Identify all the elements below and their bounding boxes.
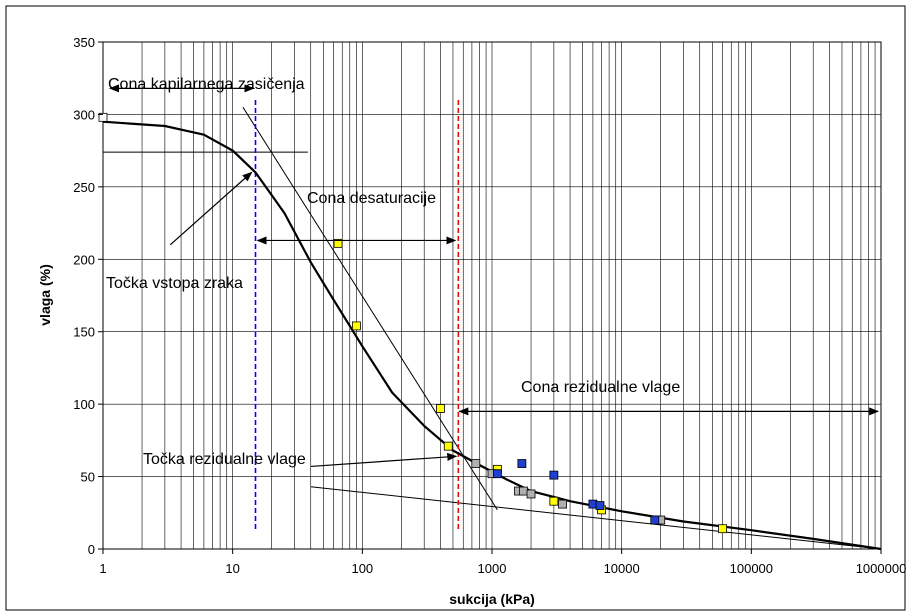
x-tick-label: 1 <box>99 561 106 576</box>
marker-gray <box>471 459 481 468</box>
data-markers <box>98 112 727 534</box>
marker-white <box>98 112 108 122</box>
y-tick-label: 100 <box>73 397 95 412</box>
marker-gray <box>526 489 536 499</box>
marker-blue <box>549 470 559 480</box>
chart-area-border <box>5 5 906 611</box>
x-axis-title: sukcija (kPa) <box>449 591 535 607</box>
tangent-line <box>310 486 882 550</box>
arrow-tocka-rezidualne <box>310 452 458 468</box>
y-axis-title: vlaga (%) <box>37 264 53 325</box>
marker-yellow <box>436 404 445 413</box>
marker-yellow <box>443 441 453 451</box>
label-tocka-vstopa: Točka vstopa zraka <box>106 275 243 292</box>
y-tick-label: 0 <box>88 542 95 557</box>
marker-blue <box>517 459 527 468</box>
marker-gray <box>558 499 567 509</box>
label-cona-desaturacije: Cona desaturacije <box>307 190 436 207</box>
grid <box>102 41 881 550</box>
x-tick-label: 1000 <box>478 561 507 576</box>
marker-gray <box>519 486 528 496</box>
marker-blue <box>650 515 660 525</box>
label-cona-kapilarnega: Cona kapilarnega zasičenja <box>108 76 305 93</box>
helper-lines <box>103 99 882 550</box>
y-tick-label: 250 <box>73 180 95 195</box>
x-tick-label: 10 <box>225 561 239 576</box>
y-tick-label: 300 <box>73 107 95 122</box>
label-cona-rezidualne: Cona rezidualne vlage <box>521 379 680 396</box>
tangent-line <box>242 106 498 511</box>
x-tick-label: 10000 <box>604 561 640 576</box>
y-tick-label: 350 <box>73 35 95 50</box>
tick-labels: 1 10 100 1000 10000 100000 1000000 0 50 100 150 200… <box>73 35 906 576</box>
x-tick-label: 100 <box>351 561 373 576</box>
annotations: Cona kapilarnega zasičenja Cona desaturac… <box>106 76 880 468</box>
marker-yellow <box>718 524 727 534</box>
arrow-tocka-vstopa <box>169 171 253 246</box>
marker-yellow <box>549 496 559 506</box>
marker-yellow <box>352 321 361 331</box>
marker-blue <box>595 501 605 510</box>
x-tick-label: 100000 <box>730 561 773 576</box>
x-tick-label: 1000000 <box>856 561 907 576</box>
y-tick-label: 150 <box>73 325 95 340</box>
marker-blue <box>492 469 502 479</box>
y-tick-label: 50 <box>81 470 95 485</box>
y-tick-label: 200 <box>73 252 95 267</box>
label-tocka-rezidualne: Točka rezidualne vlage <box>143 451 306 468</box>
